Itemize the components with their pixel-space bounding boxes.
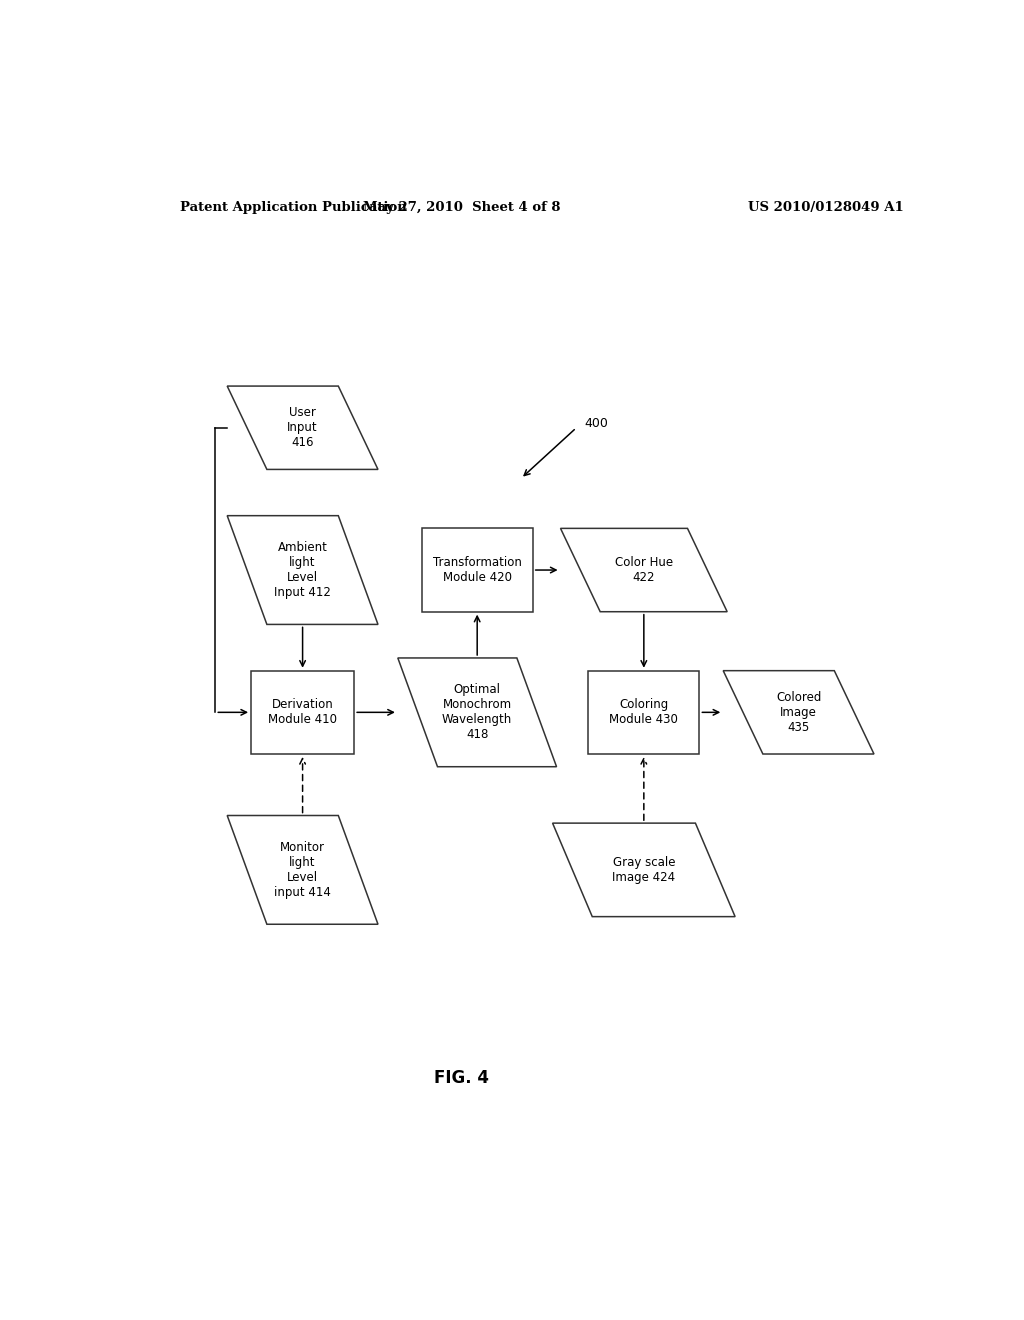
- Bar: [588, 671, 699, 754]
- Bar: [251, 671, 354, 754]
- Text: User
Input
416: User Input 416: [288, 407, 317, 449]
- Polygon shape: [560, 528, 727, 611]
- Text: Ambient
light
Level
Input 412: Ambient light Level Input 412: [274, 541, 331, 599]
- Polygon shape: [227, 385, 378, 470]
- Text: Coloring
Module 430: Coloring Module 430: [609, 698, 678, 726]
- Polygon shape: [227, 516, 378, 624]
- Text: Transformation
Module 420: Transformation Module 420: [433, 556, 521, 583]
- Text: Derivation
Module 410: Derivation Module 410: [268, 698, 337, 726]
- Text: Colored
Image
435: Colored Image 435: [776, 690, 821, 734]
- Polygon shape: [397, 657, 557, 767]
- Polygon shape: [553, 824, 735, 916]
- Text: 400: 400: [585, 417, 608, 430]
- Text: US 2010/0128049 A1: US 2010/0128049 A1: [749, 201, 904, 214]
- Polygon shape: [723, 671, 873, 754]
- Text: Patent Application Publication: Patent Application Publication: [179, 201, 407, 214]
- Text: Monitor
light
Level
input 414: Monitor light Level input 414: [274, 841, 331, 899]
- Text: Gray scale
Image 424: Gray scale Image 424: [612, 855, 676, 884]
- Polygon shape: [227, 816, 378, 924]
- Text: Optimal
Monochrom
Wavelength
418: Optimal Monochrom Wavelength 418: [442, 684, 512, 742]
- Text: FIG. 4: FIG. 4: [434, 1069, 488, 1088]
- Bar: [422, 528, 532, 611]
- Text: Color Hue
422: Color Hue 422: [614, 556, 673, 583]
- Text: May 27, 2010  Sheet 4 of 8: May 27, 2010 Sheet 4 of 8: [362, 201, 560, 214]
